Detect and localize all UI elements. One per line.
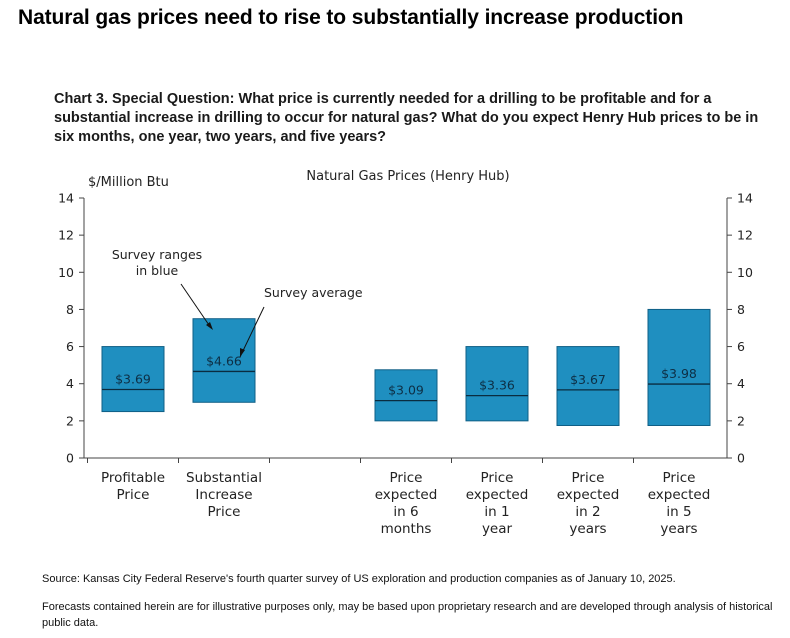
y-tick-label-right: 10 bbox=[737, 265, 753, 280]
range-bar bbox=[374, 369, 438, 422]
y-tick-label-left: 8 bbox=[66, 302, 74, 317]
average-data-label: $3.67 bbox=[570, 372, 606, 387]
average-data-label: $3.98 bbox=[661, 366, 697, 381]
category-label: Profitable Price bbox=[101, 470, 165, 503]
axes: 0 0 2 2 4 4 6 6 8 8 10 10 12 12 14 14 bbox=[58, 191, 753, 466]
y-tick-label-left: 4 bbox=[66, 376, 74, 391]
y-tick-label-left: 6 bbox=[66, 339, 74, 354]
y-tick-label-right: 6 bbox=[737, 339, 745, 354]
y-tick-label-left: 2 bbox=[66, 413, 74, 428]
average-data-label: $3.09 bbox=[388, 383, 424, 398]
average-data-label: $3.36 bbox=[479, 378, 515, 393]
y-tick-label-right: 8 bbox=[737, 302, 745, 317]
annotations: Survey ranges in blue Survey average bbox=[112, 247, 363, 358]
arrowhead-average bbox=[240, 348, 245, 357]
category-labels: Profitable Price Substantial Increase Price P… bbox=[101, 470, 710, 537]
annotation-arrow-ranges bbox=[180, 283, 212, 329]
source-note: Source: Kansas City Federal Reserve's fo… bbox=[42, 573, 676, 585]
y-tick-label-right: 12 bbox=[737, 228, 753, 243]
range-bar bbox=[556, 346, 620, 426]
y-axis-label: $/Million Btu bbox=[88, 175, 169, 190]
headline: Natural gas prices need to rise to subst… bbox=[18, 6, 684, 29]
category-label: Substantial Increase Price bbox=[186, 470, 262, 520]
y-tick-label-left: 10 bbox=[58, 265, 74, 280]
category-label: Price expected in 6 months bbox=[375, 470, 438, 537]
range-bar bbox=[101, 346, 165, 413]
annotation-survey-average: Survey average bbox=[264, 285, 363, 300]
y-tick-label-right: 4 bbox=[737, 376, 745, 391]
average-data-label: $3.69 bbox=[115, 371, 151, 386]
range-bar bbox=[647, 308, 711, 426]
chart-title: Natural Gas Prices (Henry Hub) bbox=[306, 169, 509, 184]
category-label: Price expected in 1 year bbox=[466, 470, 529, 537]
y-tick-label-right: 14 bbox=[737, 191, 753, 206]
annotation-arrow-average bbox=[239, 306, 265, 358]
arrowhead-ranges bbox=[206, 322, 213, 330]
y-tick-label-right: 2 bbox=[737, 413, 745, 428]
range-bar bbox=[192, 318, 256, 403]
y-tick-label-left: 0 bbox=[66, 451, 74, 466]
disclaimer-note: Forecasts contained herein are for illus… bbox=[42, 601, 773, 629]
bars: $3.69 $4.66 $3.09 $3.36 $3.67 $3.98 bbox=[101, 308, 711, 426]
category-label: Price expected in 5 years bbox=[648, 470, 711, 537]
y-tick-label-left: 12 bbox=[58, 228, 74, 243]
y-tick-label-right: 0 bbox=[737, 451, 745, 466]
chart-caption: Chart 3. Special Question: What price is… bbox=[54, 91, 759, 145]
average-data-label: $4.66 bbox=[206, 353, 242, 368]
category-label: Price expected in 2 years bbox=[557, 470, 620, 537]
annotation-survey-ranges: Survey ranges in blue bbox=[112, 247, 202, 278]
range-bar bbox=[465, 346, 529, 422]
y-tick-label-left: 14 bbox=[58, 191, 74, 206]
henry-hub-chart: Natural Gas Prices (Henry Hub) $/Million… bbox=[58, 169, 753, 537]
